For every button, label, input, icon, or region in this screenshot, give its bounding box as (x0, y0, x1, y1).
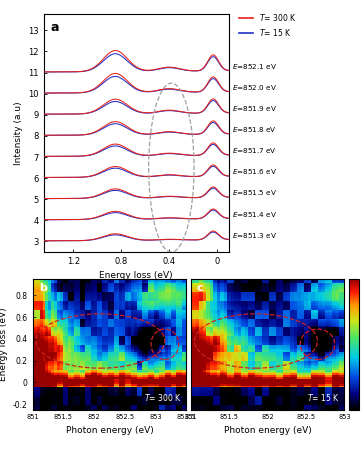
Text: b: b (39, 283, 47, 293)
Text: $E$=851.9 eV: $E$=851.9 eV (232, 104, 277, 113)
Text: $E$=851.3 eV: $E$=851.3 eV (232, 230, 277, 239)
Text: $T$= 15 K: $T$= 15 K (307, 392, 340, 403)
Legend: $T$= 300 K, $T$= 15 K: $T$= 300 K, $T$= 15 K (236, 9, 299, 40)
Text: c: c (197, 283, 203, 293)
Text: $E$=852.1 eV: $E$=852.1 eV (232, 62, 277, 71)
Text: $E$=851.4 eV: $E$=851.4 eV (232, 210, 277, 219)
X-axis label: Energy loss (eV): Energy loss (eV) (99, 271, 173, 280)
X-axis label: Photon energy (eV): Photon energy (eV) (224, 426, 311, 435)
Text: $E$=851.5 eV: $E$=851.5 eV (232, 189, 277, 198)
Text: $T$= 300 K: $T$= 300 K (144, 392, 182, 403)
Y-axis label: Energy loss (eV): Energy loss (eV) (0, 307, 8, 381)
Text: $E$=851.6 eV: $E$=851.6 eV (232, 167, 277, 176)
X-axis label: Photon energy (eV): Photon energy (eV) (66, 426, 154, 435)
Text: $E$=852.0 eV: $E$=852.0 eV (232, 83, 277, 92)
Text: $E$=851.8 eV: $E$=851.8 eV (232, 125, 277, 134)
Text: $E$=851.7 eV: $E$=851.7 eV (232, 146, 277, 155)
Y-axis label: Intensity (a.u): Intensity (a.u) (13, 101, 23, 165)
Text: a: a (51, 21, 60, 34)
